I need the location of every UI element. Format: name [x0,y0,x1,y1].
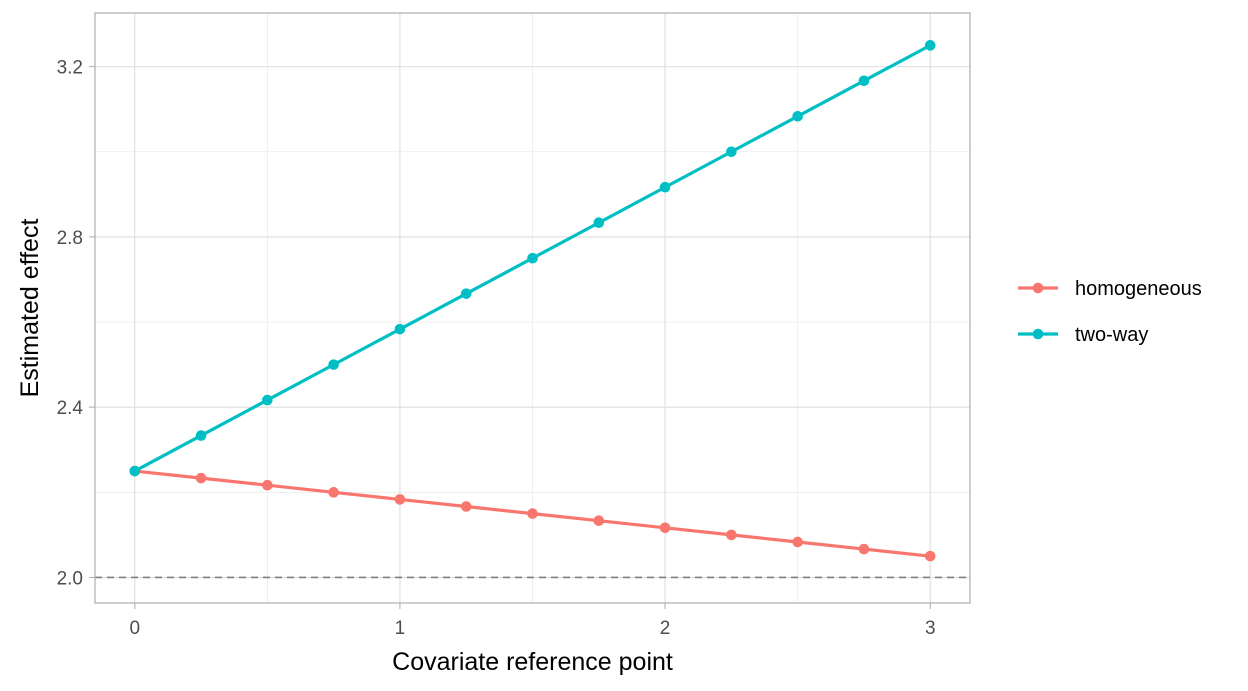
data-point-two-way [394,323,406,335]
data-point-two-way [593,217,605,229]
x-tick-label: 1 [395,618,406,639]
y-tick-label: 2.4 [57,398,84,419]
data-point-two-way [792,111,803,122]
data-point-two-way [460,288,472,299]
data-point-homogeneous [328,487,339,498]
y-tick-label: 3.2 [57,58,83,79]
data-point-homogeneous [659,522,671,534]
y-tick-label: 2.0 [57,568,83,589]
y-axis: 2.0 2.4 2.8 3.2 [57,58,95,589]
data-point-homogeneous [262,479,273,491]
legend-item-homogeneous: homogeneous [1018,278,1202,300]
legend-label: two-way [1075,324,1148,346]
data-point-homogeneous [460,501,472,512]
legend-item-two-way: two-way [1018,324,1148,346]
data-point-two-way [195,430,207,441]
data-point-homogeneous [195,472,207,484]
y-axis-title: Estimated effect [16,219,44,398]
legend: homogeneous two-way [1018,278,1202,346]
data-point-two-way [328,359,339,370]
panel-border [94,12,971,604]
data-point-homogeneous [858,543,870,555]
data-point-two-way [129,465,141,477]
data-point-two-way [924,40,936,51]
data-point-homogeneous [792,536,803,548]
data-point-two-way [726,146,737,158]
x-axis-title: Covariate reference point [392,648,673,676]
data-point-homogeneous [394,494,406,505]
y-tick-label: 2.8 [57,228,83,249]
data-point-two-way [659,181,671,193]
series-homogeneous [129,465,936,562]
x-axis: 0 1 2 3 [129,603,936,639]
legend-key-point [1032,282,1044,294]
legend-key-point [1032,328,1044,340]
data-point-homogeneous [527,508,538,519]
data-point-two-way [262,394,273,406]
x-tick-label: 3 [925,618,936,639]
series-layer [129,40,936,562]
legend-label: homogeneous [1075,278,1202,300]
data-point-two-way [527,252,538,264]
data-point-two-way [858,75,870,87]
data-point-homogeneous [593,515,605,527]
data-point-homogeneous [924,550,936,562]
data-point-homogeneous [726,529,737,541]
series-two-way [129,40,936,477]
x-tick-label: 2 [660,618,671,639]
x-tick-label: 0 [129,618,140,639]
